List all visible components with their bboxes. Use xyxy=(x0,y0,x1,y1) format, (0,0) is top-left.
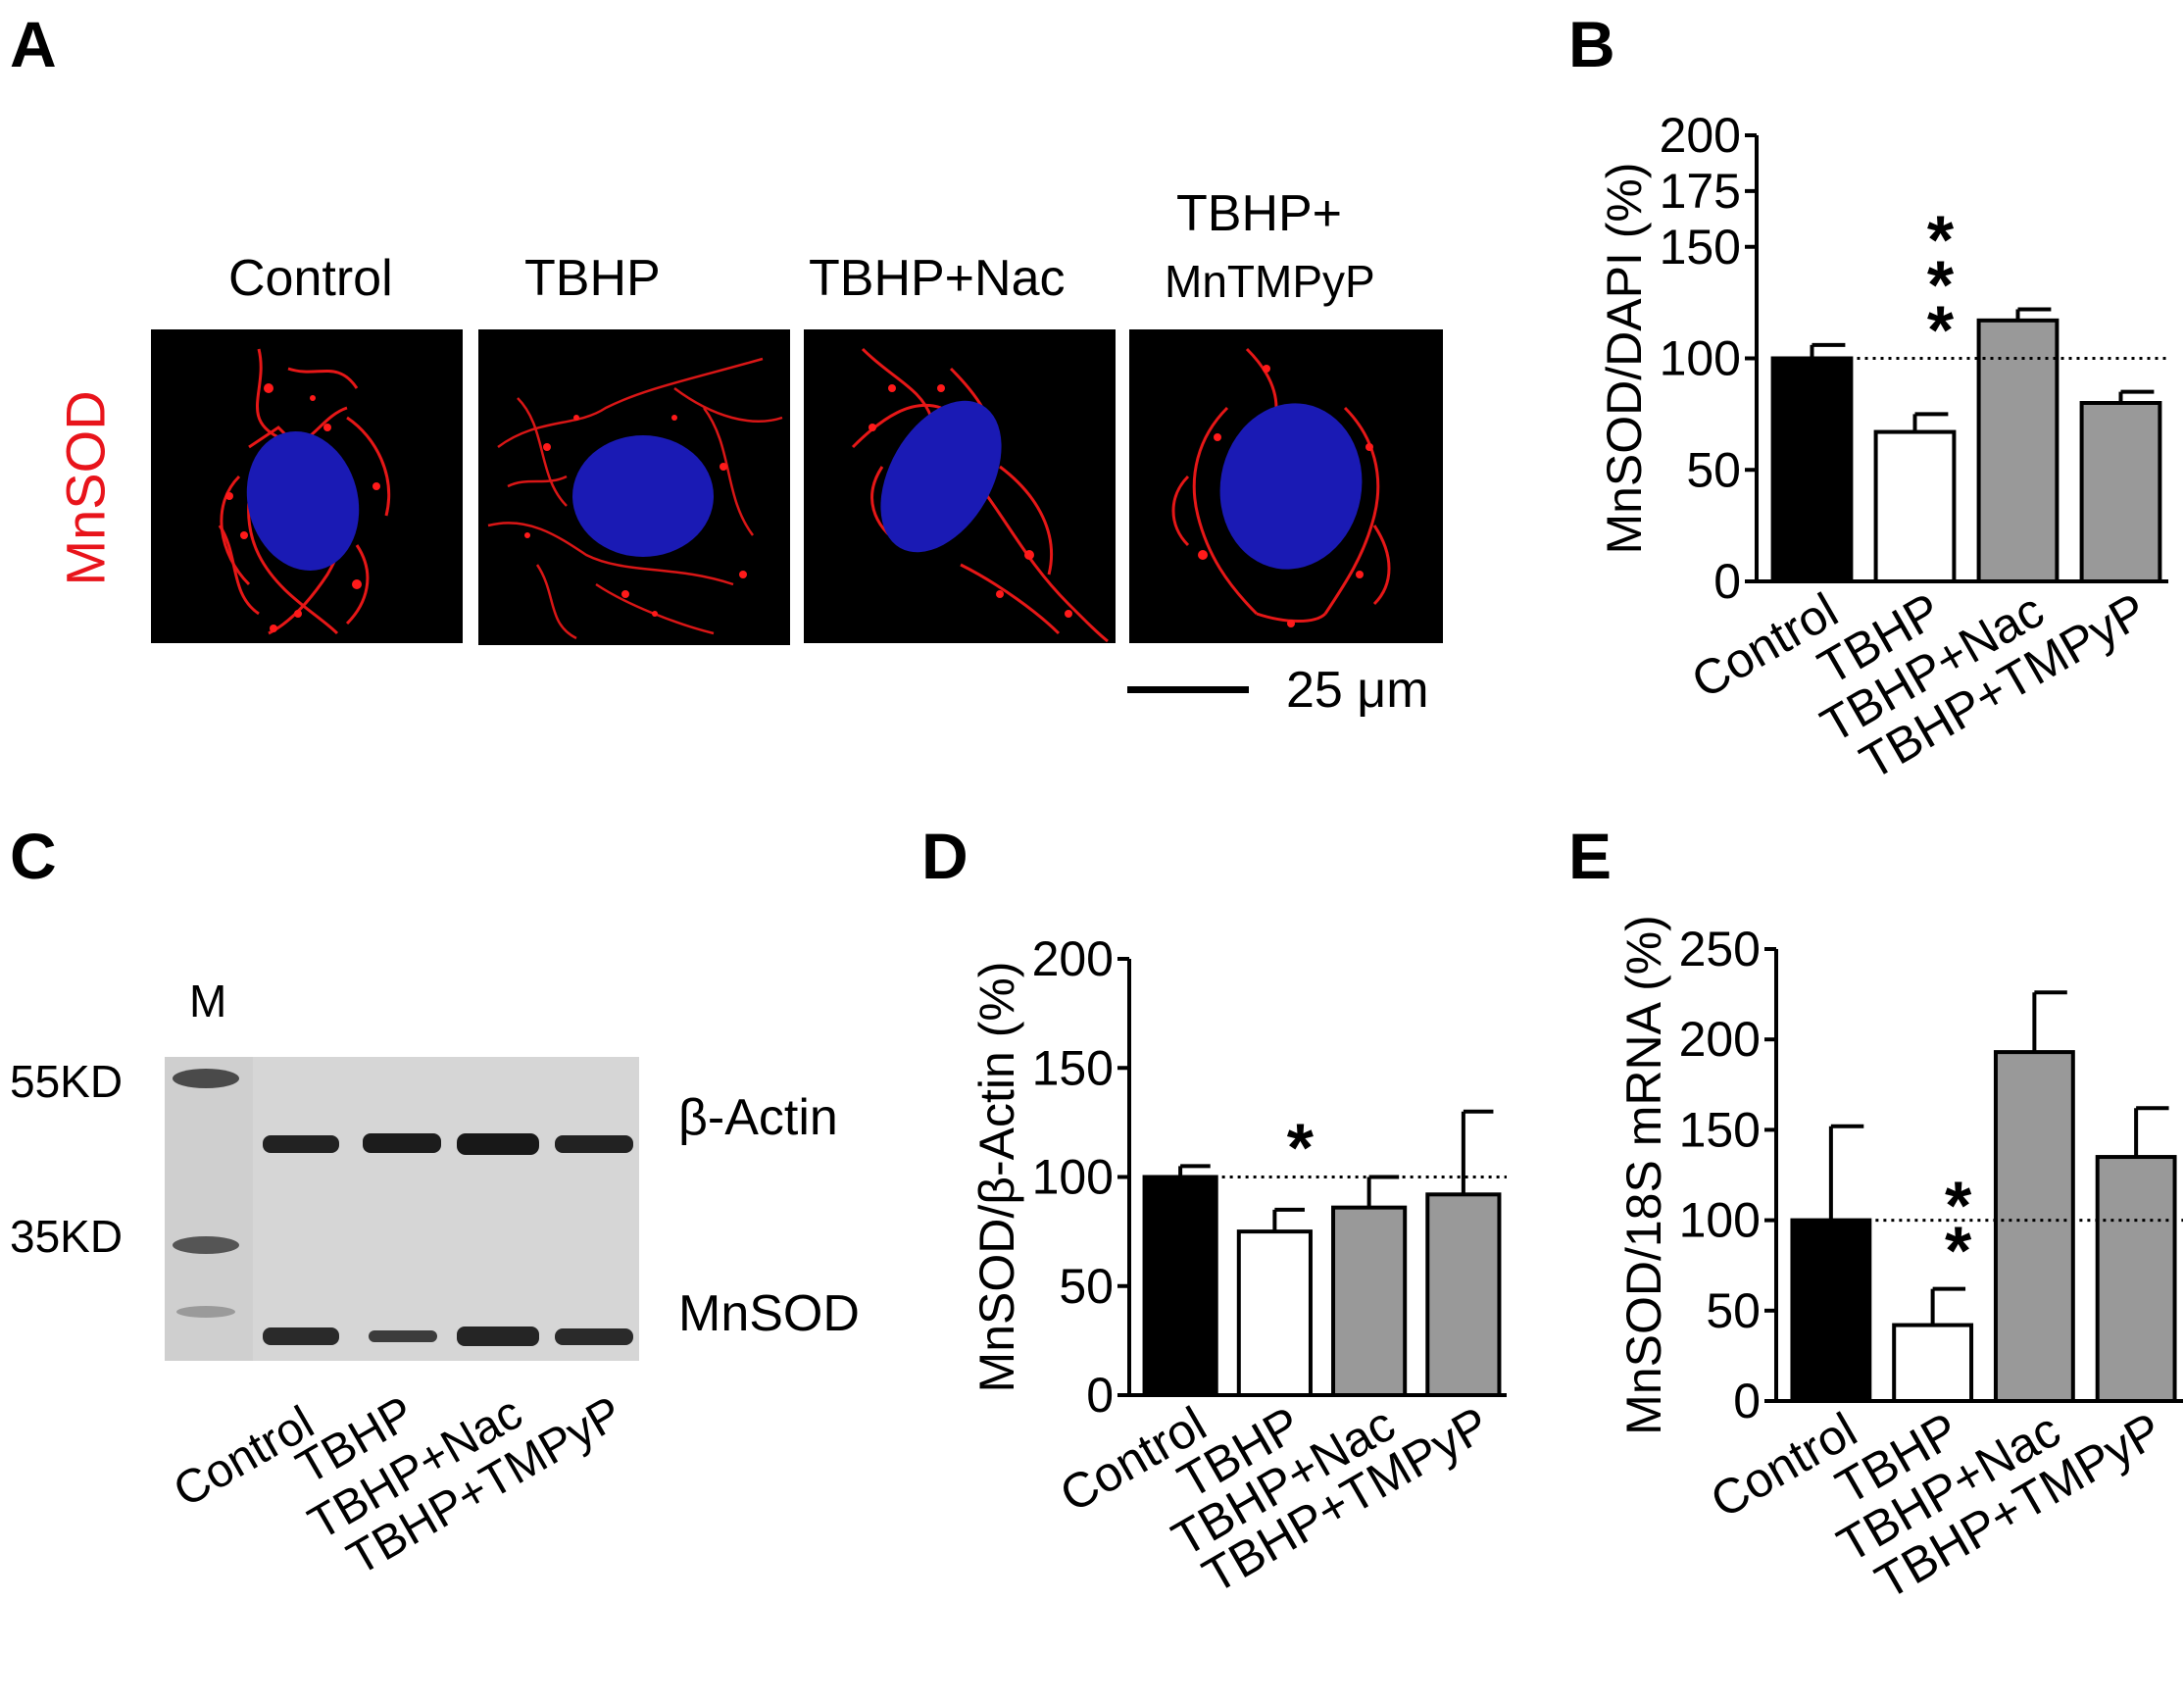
row-label-mnsod: MnSOD xyxy=(54,390,117,586)
micrograph-tbhp-mntmpyp-image xyxy=(1171,347,1391,627)
category-label-tbhp: TBHP xyxy=(1827,1402,1967,1515)
panel-letter-d: D xyxy=(921,820,968,892)
category-label-tbhp-tmpyp: TBHP+TMPyP xyxy=(1194,1396,1499,1604)
panel-letter-a: A xyxy=(10,8,57,80)
y-tick-label: 200 xyxy=(1679,1012,1761,1067)
significance-marker: * xyxy=(1287,1110,1315,1186)
y-tick-label: 50 xyxy=(1706,1283,1761,1338)
category-label-tbhp: TBHP xyxy=(1810,582,1950,695)
y-tick-label: 150 xyxy=(1660,220,1741,275)
marker-lane-label: M xyxy=(189,976,227,1026)
y-tick-label: 150 xyxy=(1679,1102,1761,1157)
category-label-tbhp-nac: TBHP+Nac xyxy=(1163,1396,1404,1567)
y-tick-label: 200 xyxy=(1660,108,1741,163)
y-axis-label: MnSOD/β-Actin (%) xyxy=(969,962,1024,1393)
category-label-control: Control xyxy=(1051,1396,1216,1523)
micrograph-tbhp-nac-image xyxy=(851,347,1109,643)
category-label-tbhp-nac: TBHP+Nac xyxy=(1828,1402,2069,1573)
y-axis-label: MnSOD/18S mRNA (%) xyxy=(1616,915,1671,1435)
micrograph-tbhp xyxy=(478,329,790,645)
y-tick-label: 200 xyxy=(1032,931,1114,986)
condition-label-tbhp-mntmpyp-line2: MnTMPyP xyxy=(1165,256,1375,307)
micrograph-control xyxy=(151,329,463,643)
scale-bar-label: 25 μm xyxy=(1286,662,1429,719)
band-label-mnsod: MnSOD xyxy=(678,1285,860,1342)
significance-star: * xyxy=(1927,292,1955,369)
y-tick-label: 100 xyxy=(1032,1150,1114,1205)
significance-star: * xyxy=(1945,1213,1972,1289)
panel-letter-c: C xyxy=(10,820,57,892)
western-blot-image xyxy=(165,1057,639,1361)
micrograph-control-image xyxy=(218,348,391,635)
y-tick-label: 0 xyxy=(1086,1368,1114,1423)
bar-tbhp xyxy=(1892,1323,1974,1403)
significance-star: * xyxy=(1927,202,1955,278)
category-label-tbhp-nac: TBHP+Nac xyxy=(1812,582,2053,753)
bar-tbhp-tmpyp xyxy=(2095,1155,2177,1404)
y-tick-label: 150 xyxy=(1032,1040,1114,1095)
bar-tbhp-nac xyxy=(1331,1205,1408,1398)
bar-tbhp-nac xyxy=(1976,318,2060,583)
band-label-beta-actin: β-Actin xyxy=(678,1089,838,1146)
bar-control xyxy=(1142,1175,1218,1397)
bar-tbhp-tmpyp xyxy=(2079,401,2162,583)
western-blot xyxy=(165,1057,639,1361)
marker-55kd: 55KD xyxy=(10,1056,124,1107)
bar-tbhp xyxy=(1873,429,1957,584)
y-tick-label: 50 xyxy=(1059,1259,1114,1314)
bar-tbhp xyxy=(1236,1229,1313,1397)
y-tick-label: 250 xyxy=(1679,922,1761,976)
category-label-tbhp-tmpyp: TBHP+TMPyP xyxy=(1866,1402,2171,1610)
y-tick-label: 0 xyxy=(1733,1374,1761,1428)
scale-bar xyxy=(1127,686,1249,693)
condition-label-tbhp-mntmpyp-line1: TBHP+ xyxy=(1176,185,1343,242)
significance-marker: *** xyxy=(1927,202,1955,369)
y-axis-label: MnSOD/DAPI (%) xyxy=(1597,162,1652,554)
y-tick-label: 0 xyxy=(1713,554,1741,609)
bar-tbhp-nac xyxy=(1993,1050,2075,1404)
y-tick-label: 175 xyxy=(1660,164,1741,219)
y-tick-label: 100 xyxy=(1660,331,1741,386)
bar-tbhp-tmpyp xyxy=(1425,1192,1502,1398)
condition-label-tbhp: TBHP xyxy=(524,250,661,307)
micrograph-tbhp-image xyxy=(487,357,783,640)
y-tick-label: 100 xyxy=(1679,1193,1761,1248)
micrograph-tbhp-mntmpyp xyxy=(1129,329,1443,643)
category-label-control: Control xyxy=(1682,582,1847,709)
category-label-tbhp-tmpyp: TBHP+TMPyP xyxy=(1851,582,2156,790)
bar-control xyxy=(1790,1218,1872,1403)
category-label-control: Control xyxy=(1702,1402,1866,1528)
significance-star: * xyxy=(1945,1168,1972,1244)
marker-35kd: 35KD xyxy=(10,1211,124,1262)
condition-label-control: Control xyxy=(228,250,393,307)
significance-star: * xyxy=(1927,247,1955,324)
bar-control xyxy=(1770,356,1854,583)
condition-label-tbhp-nac: TBHP+Nac xyxy=(809,250,1066,307)
y-tick-label: 50 xyxy=(1686,442,1741,497)
panel-letter-e: E xyxy=(1568,820,1613,892)
category-label-tbhp: TBHP xyxy=(1168,1396,1309,1509)
micrograph-tbhp-nac xyxy=(804,329,1116,643)
panel-letter-b: B xyxy=(1568,8,1615,80)
significance-marker: ** xyxy=(1945,1168,1972,1289)
